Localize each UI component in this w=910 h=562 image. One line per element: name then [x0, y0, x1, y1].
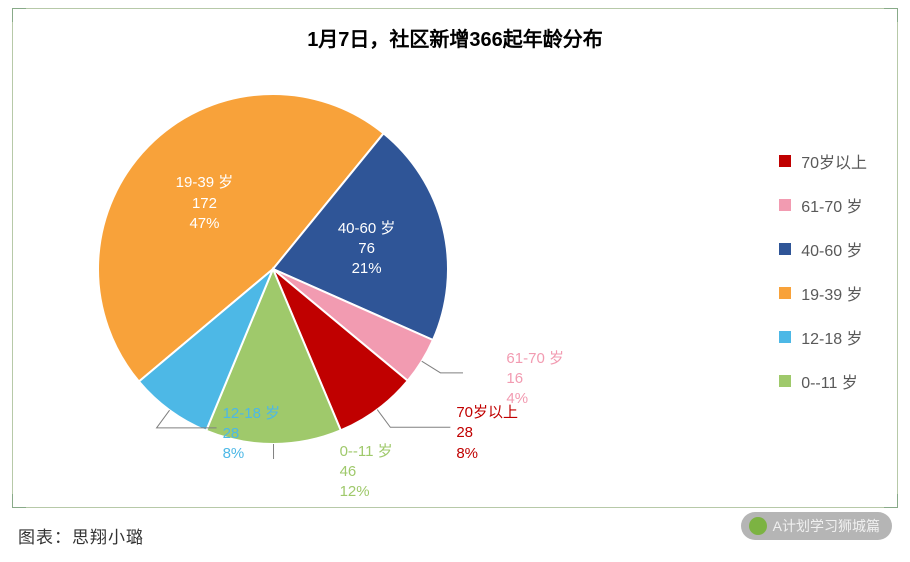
slice-label-percent: 12%	[340, 482, 393, 502]
slice-label-name: 0--11 岁	[340, 442, 393, 462]
legend-item: 19-39 岁	[779, 281, 867, 305]
watermark-text: A计划学习狮城篇	[773, 516, 880, 536]
legend-item: 61-70 岁	[779, 193, 867, 217]
slice-label-value: 28	[223, 424, 281, 444]
slice-label: 40-60 岁7621%	[327, 219, 407, 280]
slice-label: 70岁以上288%	[456, 403, 518, 464]
slice-label-value: 46	[340, 462, 393, 482]
slice-label-name: 40-60 岁	[327, 219, 407, 239]
slice-label: 12-18 岁288%	[223, 404, 281, 465]
slice-label-percent: 47%	[164, 214, 244, 234]
legend-swatch	[779, 199, 791, 211]
corner-handle-bl	[12, 494, 26, 508]
leader-line	[377, 410, 450, 428]
legend-label: 12-18 岁	[801, 325, 862, 349]
legend-swatch	[779, 375, 791, 387]
slice-label-name: 19-39 岁	[164, 173, 244, 193]
chart-frame: 1月7日，社区新增366起年龄分布 19-39 岁17247%40-60 岁76…	[12, 8, 898, 508]
legend-item: 12-18 岁	[779, 325, 867, 349]
chart-title: 1月7日，社区新增366起年龄分布	[13, 9, 897, 52]
legend-swatch	[779, 155, 791, 167]
wechat-icon	[749, 517, 767, 535]
legend-label: 19-39 岁	[801, 281, 862, 305]
legend-item: 40-60 岁	[779, 237, 867, 261]
slice-label-percent: 8%	[223, 444, 281, 464]
watermark-badge: A计划学习狮城篇	[741, 512, 892, 540]
slice-label-value: 76	[327, 239, 407, 259]
legend-label: 40-60 岁	[801, 237, 862, 261]
legend-label: 0--11 岁	[801, 369, 858, 393]
leader-line	[274, 444, 334, 459]
slice-label: 0--11 岁4612%	[340, 442, 393, 503]
footer-caption: 图表：思翔小璐	[18, 523, 144, 548]
slice-label-name: 12-18 岁	[223, 404, 281, 424]
legend-item: 70岁以上	[779, 149, 867, 173]
legend-swatch	[779, 331, 791, 343]
corner-handle-br	[884, 494, 898, 508]
legend: 70岁以上 61-70 岁 40-60 岁 19-39 岁 12-18 岁 0--11 岁	[779, 149, 867, 413]
legend-swatch	[779, 287, 791, 299]
corner-handle-tr	[884, 8, 898, 22]
slice-label-name: 61-70 岁	[506, 349, 564, 369]
legend-label: 70岁以上	[801, 149, 867, 173]
leader-line	[422, 361, 463, 373]
slice-label-value: 28	[456, 423, 518, 443]
slice-label: 61-70 岁164%	[506, 349, 564, 410]
corner-handle-tl	[12, 8, 26, 22]
slice-label-value: 16	[506, 369, 564, 389]
legend-item: 0--11 岁	[779, 369, 867, 393]
slice-label: 19-39 岁17247%	[164, 173, 244, 234]
slice-label-percent: 8%	[456, 444, 518, 464]
legend-swatch	[779, 243, 791, 255]
pie-chart: 19-39 岁17247%40-60 岁7621%61-70 岁164%70岁以…	[83, 79, 463, 459]
legend-label: 61-70 岁	[801, 193, 862, 217]
slice-label-name: 70岁以上	[456, 403, 518, 423]
slice-label-value: 172	[164, 194, 244, 214]
slice-label-percent: 21%	[327, 259, 407, 279]
